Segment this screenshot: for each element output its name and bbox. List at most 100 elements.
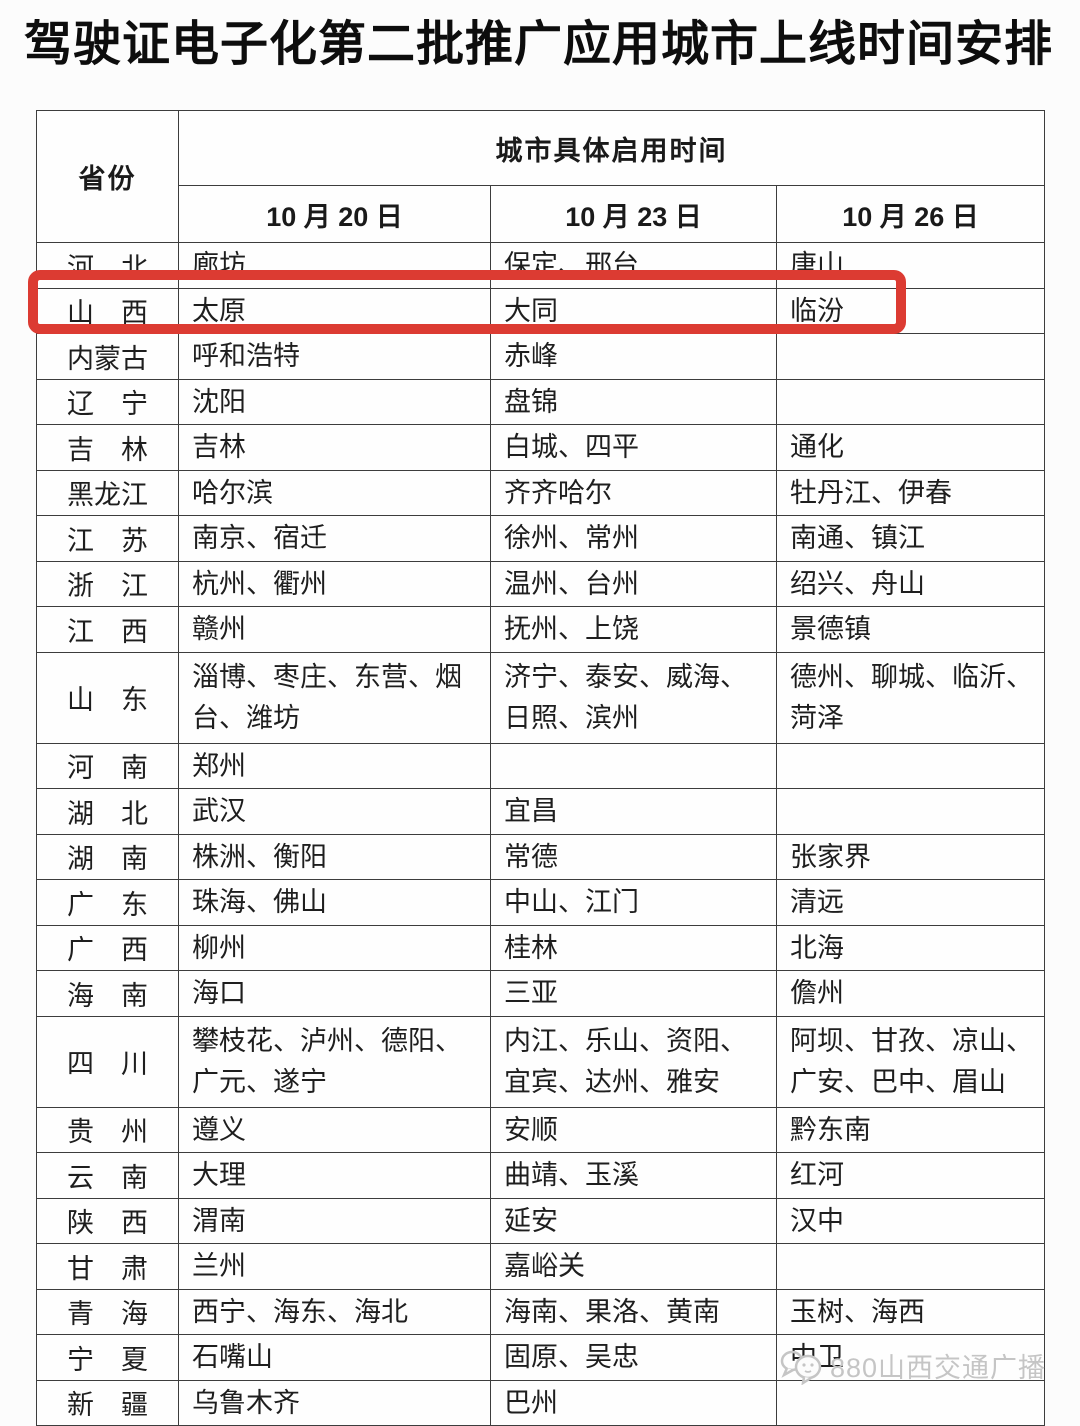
cities-cell: 西宁、海东、海北	[178, 1288, 491, 1335]
table-row: 湖 北武汉 宜昌	[36, 788, 1046, 835]
cities-cell: 沈阳	[178, 378, 491, 425]
province-cell: 青 海	[36, 1288, 179, 1335]
table-row: 陕 西渭南 延安 汉中	[36, 1197, 1046, 1244]
cities-cell: 大理	[178, 1152, 491, 1199]
cities-cell: 攀枝花、泸州、德阳、广元、遂宁	[178, 1015, 491, 1108]
cities-cell: 常德	[490, 833, 777, 880]
cities-cell: 渭南	[178, 1197, 491, 1244]
table-row: 辽 宁沈阳 盘锦	[36, 378, 1046, 425]
province-cell: 云 南	[36, 1152, 179, 1199]
province-cell: 山 东	[36, 651, 179, 744]
cities-cell: 通化	[775, 424, 1046, 471]
province-cell: 广 西	[36, 924, 179, 971]
table-row: 湖 南株洲、衡阳 常德 张家界	[36, 833, 1046, 880]
cities-cell: 大同	[490, 287, 777, 334]
cities-cell: 中山、江门	[490, 879, 777, 926]
cities-cell: 张家界	[775, 833, 1046, 880]
province-cell: 四 川	[36, 1015, 179, 1108]
table-row: 黑龙江 哈尔滨 齐齐哈尔 牡丹江、伊春	[36, 469, 1046, 516]
province-cell: 黑龙江	[36, 469, 179, 516]
page-title: 驾驶证电子化第二批推广应用城市上线时间安排	[24, 18, 1054, 71]
cities-cell: 绍兴、舟山	[775, 560, 1046, 607]
cities-cell: 临汾	[775, 287, 1046, 334]
table-header: 省份 城市具体启用时间 10 月 20 日 10 月 23 日 10 月 26 …	[36, 110, 1046, 243]
province-cell: 吉 林	[36, 424, 179, 471]
cities-cell: 太原	[178, 287, 491, 334]
table-row: 广 西柳州 桂林 北海	[36, 924, 1046, 971]
cities-cell: 乌鲁木齐	[178, 1379, 491, 1426]
cities-cell: 白城、四平	[490, 424, 777, 471]
cities-cell: 齐齐哈尔	[490, 469, 777, 516]
cities-cell	[775, 788, 1046, 835]
province-cell: 新 疆	[36, 1379, 179, 1426]
cities-cell: 曲靖、玉溪	[490, 1152, 777, 1199]
cities-cell: 清远	[775, 879, 1046, 926]
province-column-header: 省份	[36, 110, 179, 243]
cities-cell: 南京、宿迁	[178, 515, 491, 562]
table-row: 广 东珠海、佛山 中山、江门 清远	[36, 879, 1046, 926]
cities-cell: 郑州	[178, 742, 491, 789]
cities-cell: 固原、吴忠	[490, 1334, 777, 1381]
table-row: 甘 肃兰州 嘉峪关	[36, 1243, 1046, 1290]
cities-cell: 三亚	[490, 970, 777, 1017]
cities-cell: 安顺	[490, 1106, 777, 1153]
cities-cell: 抚州、上饶	[490, 606, 777, 653]
province-cell: 江 西	[36, 606, 179, 653]
cities-cell: 儋州	[775, 970, 1046, 1017]
cities-cell: 黔东南	[775, 1106, 1046, 1153]
cities-cell: 红河	[775, 1152, 1046, 1199]
table-row: 河 南郑州	[36, 742, 1046, 789]
table-row: 浙 江杭州、衢州 温州、台州 绍兴、舟山	[36, 560, 1046, 607]
cities-cell: 哈尔滨	[178, 469, 491, 516]
table-row: 江 苏南京、宿迁 徐州、常州 南通、镇江	[36, 515, 1046, 562]
province-cell: 湖 北	[36, 788, 179, 835]
cities-cell: 株洲、衡阳	[178, 833, 491, 880]
cities-cell: 延安	[490, 1197, 777, 1244]
table-row: 江 西赣州 抚州、上饶 景德镇	[36, 606, 1046, 653]
province-cell: 陕 西	[36, 1197, 179, 1244]
cities-cell: 柳州	[178, 924, 491, 971]
chat-bubbles-mascot-icon	[780, 1347, 824, 1385]
province-cell: 浙 江	[36, 560, 179, 607]
province-cell: 广 东	[36, 879, 179, 926]
province-cell: 海 南	[36, 970, 179, 1017]
table-row: 吉 林吉林 白城、四平 通化	[36, 424, 1046, 471]
cities-cell: 徐州、常州	[490, 515, 777, 562]
cities-cell: 兰州	[178, 1243, 491, 1290]
watermark: 880山西交通广播	[780, 1346, 1046, 1385]
cities-cell: 珠海、佛山	[178, 879, 491, 926]
date-column-header: 10 月 23 日	[490, 185, 777, 243]
cities-cell: 德州、聊城、临沂、菏泽	[775, 651, 1046, 744]
header-row-dates: 10 月 20 日 10 月 23 日 10 月 26 日	[37, 185, 1046, 243]
cities-cell: 温州、台州	[490, 560, 777, 607]
cities-cell: 呼和浩特	[178, 333, 491, 380]
cities-cell: 石嘴山	[178, 1334, 491, 1381]
cities-cell	[775, 1379, 1046, 1426]
table-row-highlighted: 山 西太原 大同 临汾	[36, 287, 1046, 334]
cities-cell: 景德镇	[775, 606, 1046, 653]
cities-cell: 南通、镇江	[775, 515, 1046, 562]
cities-cell: 桂林	[490, 924, 777, 971]
cities-cell: 赣州	[178, 606, 491, 653]
date-column-header: 10 月 20 日	[178, 185, 491, 243]
date-column-header: 10 月 26 日	[775, 185, 1046, 243]
cities-cell: 济宁、泰安、威海、日照、滨州	[490, 651, 777, 744]
cities-cell: 巴州	[490, 1379, 777, 1426]
group-column-header: 城市具体启用时间	[177, 110, 1046, 186]
cities-cell: 北海	[775, 924, 1046, 971]
cities-cell: 牡丹江、伊春	[775, 469, 1046, 516]
table-row: 四 川攀枝花、泸州、德阳、广元、遂宁 内江、乐山、资阳、宜宾、达州、雅安 阿坝、甘孜…	[36, 1015, 1046, 1108]
table-row: 海 南海口 三亚 儋州	[36, 970, 1046, 1017]
table-row: 新 疆乌鲁木齐 巴州	[36, 1379, 1046, 1426]
city-launch-schedule-table: 省份 城市具体启用时间 10 月 20 日 10 月 23 日 10 月 26 …	[36, 110, 1046, 1426]
cities-cell	[775, 378, 1046, 425]
cities-cell: 杭州、衢州	[178, 560, 491, 607]
table-body: 河 北廊坊 保定、邢台 唐山山 西太原 大同 临汾 内蒙古 呼和浩特 赤峰辽 宁沈阳 盘锦吉 林…	[36, 242, 1046, 1426]
table-row: 河 北廊坊 保定、邢台 唐山	[36, 242, 1046, 289]
table-row: 云 南大理 曲靖、玉溪 红河	[36, 1152, 1046, 1199]
province-cell: 贵 州	[36, 1106, 179, 1153]
province-cell: 河 南	[36, 742, 179, 789]
province-cell: 河 北	[36, 242, 179, 289]
cities-cell	[775, 1243, 1046, 1290]
province-cell: 湖 南	[36, 833, 179, 880]
